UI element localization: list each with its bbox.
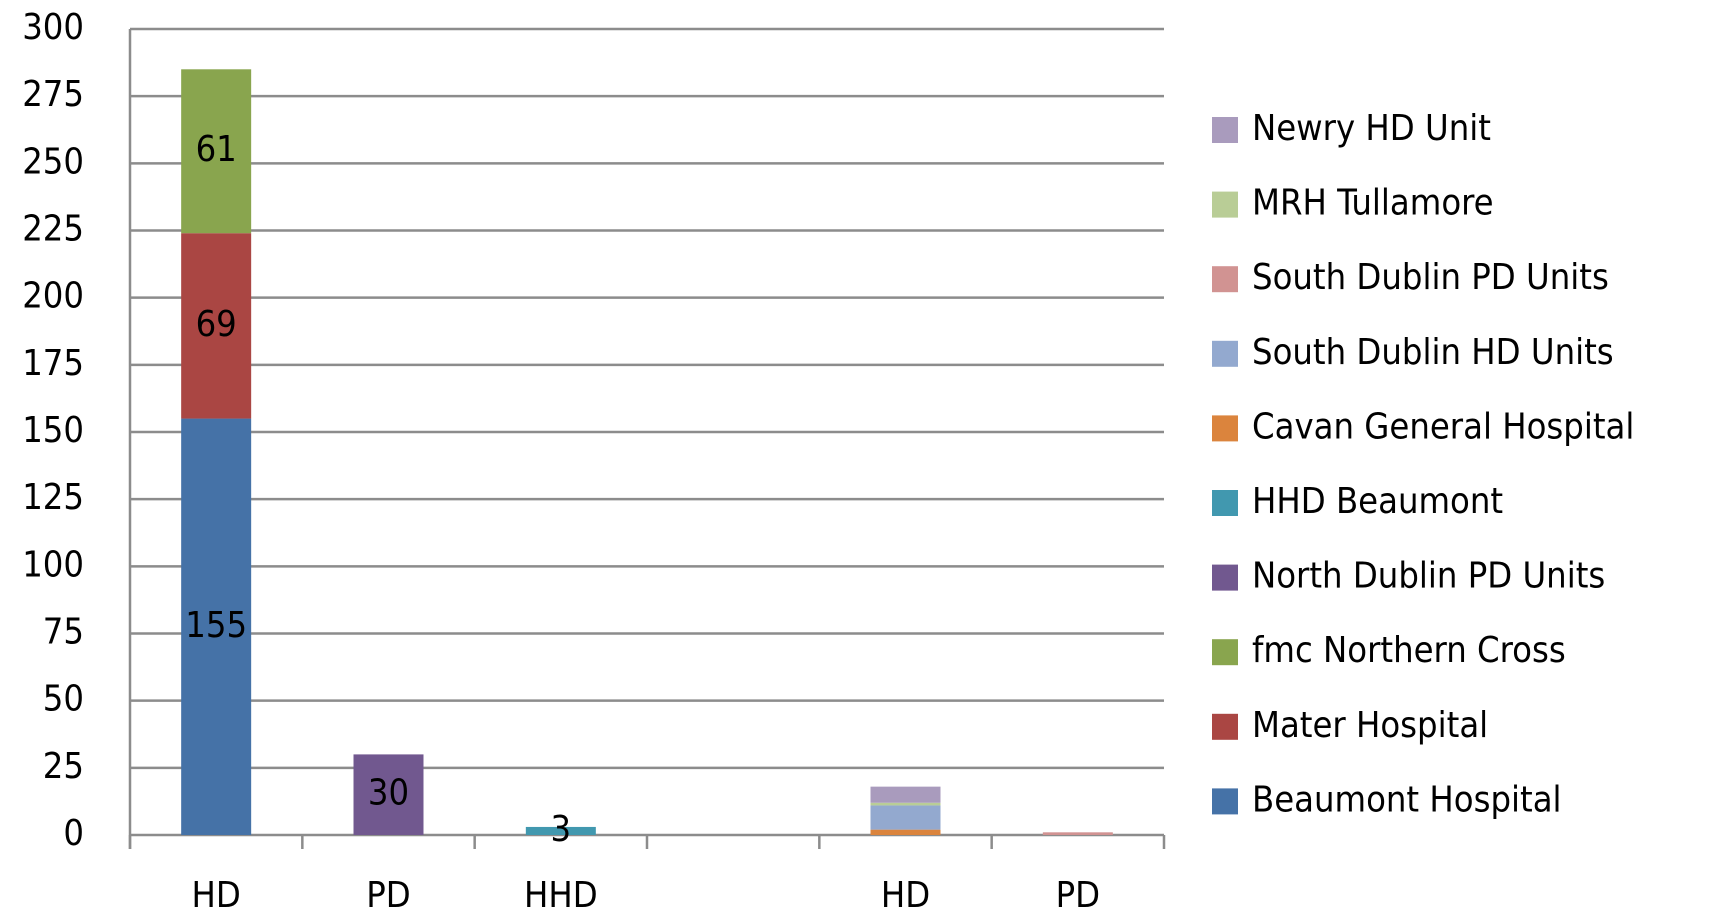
- y-tick-label: 25: [43, 746, 84, 787]
- x-tick-label: PD: [1056, 875, 1100, 913]
- bar-segment: [1042, 832, 1113, 835]
- y-tick-label: 175: [22, 343, 84, 384]
- data-label: 30: [368, 773, 409, 814]
- legend-swatch: [1212, 415, 1238, 442]
- x-tick-label: HHD: [524, 875, 598, 913]
- legend-swatch: [1212, 490, 1238, 516]
- legend-label: North Dublin PD Units: [1252, 556, 1605, 597]
- legend-label: South Dublin HD Units: [1252, 332, 1614, 373]
- legend-label: South Dublin PD Units: [1252, 257, 1609, 298]
- x-tick-label: HD: [192, 875, 241, 913]
- data-label: 69: [196, 304, 237, 345]
- data-label: 3: [551, 809, 572, 850]
- y-tick-label: 275: [22, 74, 84, 115]
- legend-label: fmc Northern Cross: [1252, 630, 1566, 671]
- legend-label: Cavan General Hospital: [1252, 406, 1634, 447]
- y-tick-label: 75: [43, 612, 84, 653]
- legend-label: HHD Beaumont: [1252, 481, 1503, 522]
- bar-segment: [353, 754, 424, 835]
- x-tick-label: PD: [366, 875, 410, 913]
- bar-segment: [870, 786, 941, 803]
- legend-swatch: [1212, 117, 1238, 143]
- legend-swatch: [1212, 191, 1238, 218]
- legend-label: MRH Tullamore: [1252, 183, 1494, 224]
- legend-label: Newry HD Unit: [1252, 108, 1491, 149]
- legend-swatch: [1212, 266, 1238, 293]
- data-label: 155: [185, 605, 247, 646]
- legend-swatch: [1212, 788, 1238, 815]
- bar-segment: [181, 233, 252, 419]
- y-tick-label: 300: [22, 7, 84, 48]
- bar-segment: [870, 802, 941, 806]
- legend-label: Beaumont Hospital: [1252, 779, 1562, 820]
- data-label: 61: [196, 129, 237, 170]
- y-tick-label: 225: [22, 209, 84, 250]
- bar-segment: [181, 418, 252, 835]
- y-tick-label: 125: [22, 477, 84, 518]
- bar-segment: [181, 69, 252, 234]
- y-tick-label: 250: [22, 141, 84, 182]
- legend-swatch: [1212, 340, 1238, 367]
- y-tick-label: 0: [63, 813, 84, 854]
- y-tick-label: 200: [22, 276, 84, 317]
- bar-segment: [870, 805, 941, 830]
- legend-label: Mater Hospital: [1252, 705, 1488, 746]
- x-tick-label: HD: [881, 875, 930, 913]
- y-tick-label: 50: [43, 679, 84, 720]
- y-tick-label: 100: [22, 544, 84, 585]
- legend-swatch: [1212, 713, 1238, 740]
- y-tick-label: 150: [22, 410, 84, 451]
- legend-swatch: [1212, 564, 1238, 591]
- bar-segment: [525, 826, 596, 835]
- bar-segment: [870, 829, 941, 835]
- legend-swatch: [1212, 639, 1238, 666]
